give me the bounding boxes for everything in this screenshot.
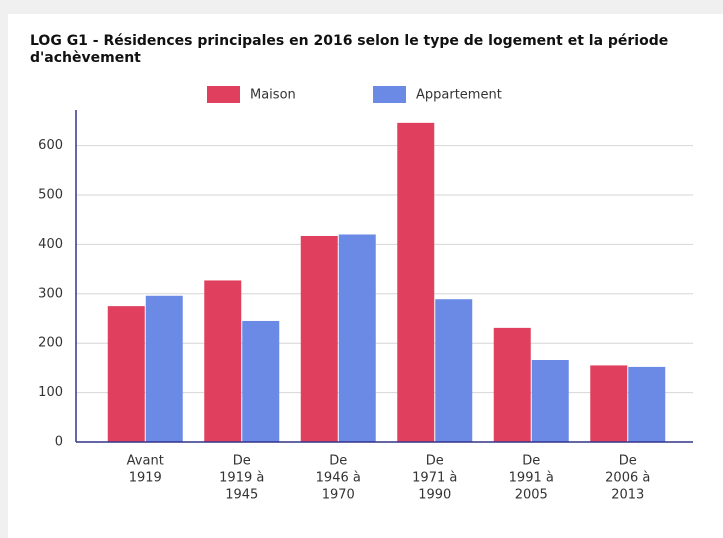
y-tick-label: 500 xyxy=(38,187,63,202)
bar xyxy=(531,359,569,442)
x-tick-label: 1946 à xyxy=(316,471,361,486)
x-tick-label: Avant xyxy=(127,454,164,469)
x-tick-label: 1970 xyxy=(322,488,355,503)
x-tick-label: De xyxy=(329,454,347,469)
bar xyxy=(204,280,242,442)
y-tick-label: 300 xyxy=(38,286,63,301)
x-tick-label: 2006 à xyxy=(605,471,650,486)
bar xyxy=(628,366,666,442)
x-tick-label: 1990 xyxy=(418,488,451,503)
legend-label: Appartement xyxy=(416,88,502,103)
x-tick-label: De xyxy=(426,454,444,469)
x-tick-label: 1945 xyxy=(225,488,258,503)
x-tick-label: 2013 xyxy=(611,488,644,503)
x-tick-label: De xyxy=(233,454,251,469)
legend-swatch xyxy=(207,86,240,103)
bar xyxy=(590,365,628,442)
bar xyxy=(107,306,145,442)
bar xyxy=(397,122,435,442)
x-tick-label: 2005 xyxy=(515,488,548,503)
x-tick-label: 1991 à xyxy=(509,471,554,486)
bar xyxy=(145,295,183,442)
x-tick-label: De xyxy=(619,454,637,469)
y-tick-label: 400 xyxy=(38,237,63,252)
y-tick-label: 100 xyxy=(38,385,63,400)
y-tick-label: 200 xyxy=(38,336,63,351)
bar xyxy=(242,320,280,442)
bar xyxy=(493,327,531,442)
y-tick-label: 600 xyxy=(38,138,63,153)
bar xyxy=(300,235,338,442)
x-tick-label: 1919 xyxy=(129,471,162,486)
bar xyxy=(435,299,473,442)
legend-swatch xyxy=(373,86,406,103)
chart-title: LOG G1 - Résidences principales en 2016 … xyxy=(30,33,669,66)
legend-label: Maison xyxy=(250,88,296,103)
x-tick-label: 1971 à xyxy=(412,471,457,486)
bar xyxy=(338,234,376,442)
x-tick-label: 1919 à xyxy=(219,471,264,486)
x-tick-label: De xyxy=(522,454,540,469)
y-tick-label: 0 xyxy=(55,435,63,450)
